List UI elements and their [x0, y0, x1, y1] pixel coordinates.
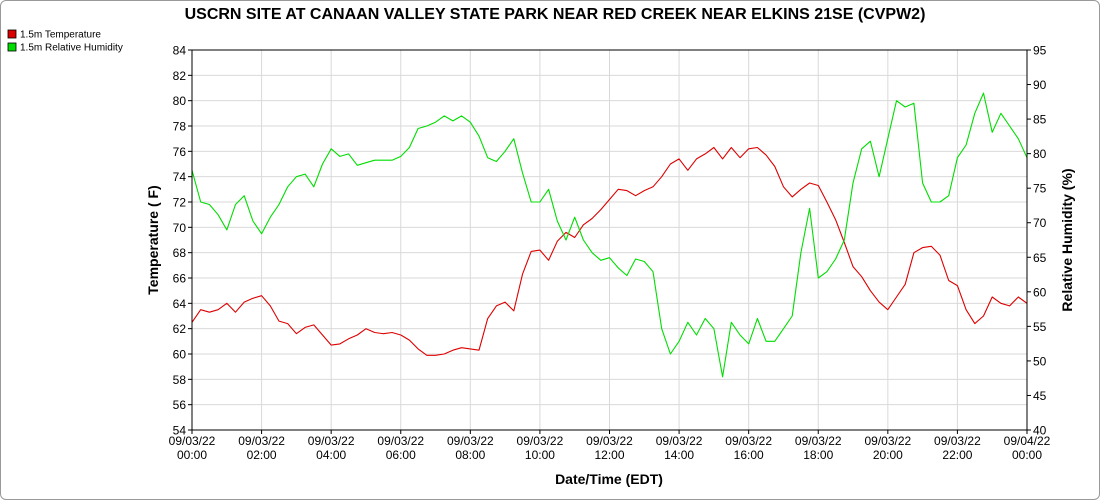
legend-swatch-temperature [7, 29, 17, 39]
x-tick-date: 09/03/22 [864, 434, 911, 448]
y-left-tick-label: 70 [173, 221, 187, 235]
x-tick-date: 09/03/22 [586, 434, 633, 448]
x-tick-date: 09/03/22 [377, 434, 424, 448]
y-left-tick-label: 56 [173, 398, 187, 412]
x-tick-date: 09/03/22 [308, 434, 355, 448]
y-right-tick-label: 55 [1033, 320, 1047, 334]
x-tick-time: 06:00 [386, 448, 416, 462]
x-tick-time: 02:00 [247, 448, 277, 462]
y-left-tick-label: 66 [173, 272, 187, 286]
y-left-tick-label: 58 [173, 373, 187, 387]
y-left-tick-label: 76 [173, 145, 187, 159]
legend-label-temperature: 1.5m Temperature [20, 30, 101, 41]
y-axis-left-title: Temperature ( F) [145, 185, 161, 294]
y-right-tick-label: 45 [1033, 389, 1047, 403]
y-left-tick-label: 72 [173, 196, 187, 210]
legend: 1.5m Temperature 1.5m Relative Humidity [7, 29, 123, 54]
y-left-tick-label: 84 [173, 44, 187, 58]
x-tick-time: 22:00 [942, 448, 972, 462]
x-tick-time: 18:00 [803, 448, 833, 462]
y-left-tick-label: 78 [173, 120, 187, 134]
y-left-tick-label: 82 [173, 69, 187, 83]
x-tick-time: 14:00 [664, 448, 694, 462]
x-tick-time: 04:00 [316, 448, 346, 462]
x-tick-date: 09/03/22 [725, 434, 772, 448]
series-line-temperature [191, 146, 1028, 356]
x-tick-time: 20:00 [873, 448, 903, 462]
y-right-tick-label: 95 [1033, 44, 1047, 58]
x-tick-time: 08:00 [455, 448, 485, 462]
y-right-tick-label: 85 [1033, 113, 1047, 127]
y-right-tick-label: 80 [1033, 147, 1047, 161]
y-right-tick-label: 90 [1033, 78, 1047, 92]
y-left-tick-label: 80 [173, 94, 187, 108]
series-lines [191, 92, 1028, 378]
x-tick-time: 16:00 [734, 448, 764, 462]
y-right-tick-label: 70 [1033, 216, 1047, 230]
y-left-tick-label: 54 [173, 424, 187, 438]
tick-labels: 54 56 58 60 62 64 66 68 70 72 74 76 78 80 82 84 40 45 50 55… [169, 44, 1051, 463]
x-tick-time: 00:00 [177, 448, 207, 462]
y-left-tick-label: 74 [173, 170, 187, 184]
x-axis-title: Date/Time (EDT) [555, 471, 663, 487]
y-axis-right-title: Relative Humidity (%) [1059, 168, 1075, 311]
x-tick-date: 09/03/22 [934, 434, 981, 448]
y-right-tick-label: 65 [1033, 251, 1047, 265]
y-left-tick-label: 68 [173, 246, 187, 260]
grid [191, 49, 1028, 431]
legend-label-humidity: 1.5m Relative Humidity [20, 43, 123, 54]
x-tick-date: 09/03/22 [238, 434, 285, 448]
x-tick-date: 09/03/22 [795, 434, 842, 448]
x-tick-time: 00:00 [1012, 448, 1042, 462]
y-right-tick-label: 75 [1033, 182, 1047, 196]
x-tick-date: 09/03/22 [656, 434, 703, 448]
series-line-relative-humidity [191, 92, 1028, 378]
x-tick-date: 09/04/22 [1004, 434, 1051, 448]
y-left-tick-label: 62 [173, 322, 187, 336]
y-right-tick-label: 50 [1033, 354, 1047, 368]
x-tick-time: 10:00 [525, 448, 555, 462]
legend-swatch-humidity [7, 42, 17, 52]
y-right-tick-label: 40 [1033, 424, 1047, 438]
x-tick-date: 09/03/22 [517, 434, 564, 448]
x-tick-date: 09/03/22 [169, 434, 216, 448]
x-tick-time: 12:00 [594, 448, 624, 462]
x-tick-date: 09/03/22 [447, 434, 494, 448]
chart-title: USCRN SITE AT CANAAN VALLEY STATE PARK N… [185, 6, 926, 23]
y-left-tick-label: 60 [173, 348, 187, 362]
y-left-tick-label: 64 [173, 297, 187, 311]
y-right-tick-label: 60 [1033, 285, 1047, 299]
